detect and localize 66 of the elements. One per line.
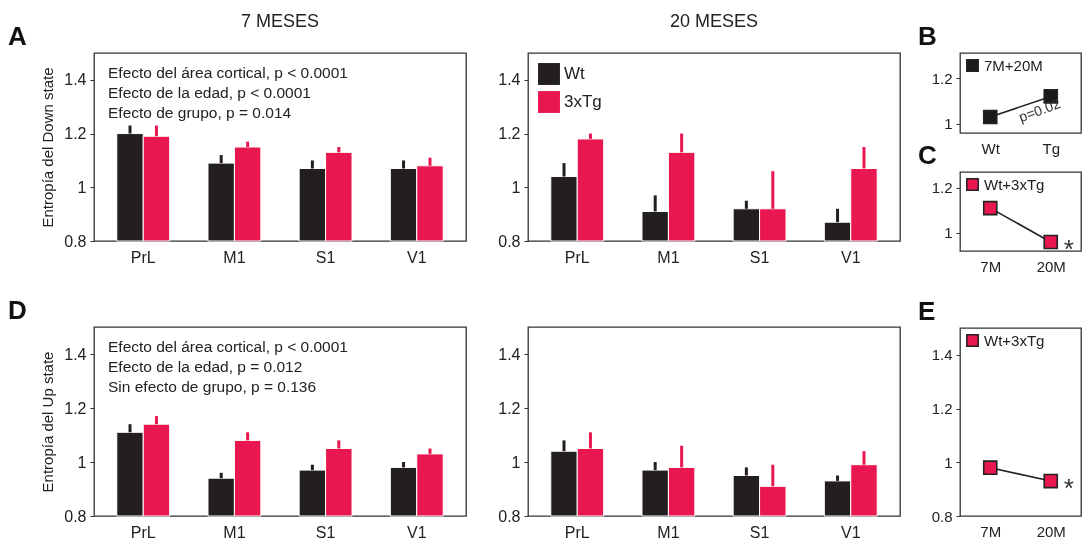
y-tick-label: 1.2 — [64, 125, 87, 143]
y-tick-label: 1 — [511, 178, 521, 196]
y-tick-label: 1 — [944, 453, 953, 471]
y-tick-label: 1 — [944, 224, 953, 242]
x-tick-label: M1 — [657, 248, 680, 266]
legend-label: Wt+3xTg — [984, 331, 1045, 349]
x-tick-label: S1 — [749, 248, 770, 266]
annotation: Efecto del área cortical, p < 0.0001 — [108, 64, 348, 81]
x-tick-label: PrL — [130, 248, 156, 266]
y-tick-label: 0.8 — [931, 507, 953, 525]
y-tick-label: 1.4 — [64, 345, 87, 363]
text: C — [918, 140, 937, 170]
y-tick-label: 0.8 — [64, 507, 87, 525]
y-tick-label: 1 — [77, 178, 87, 196]
x-tick-label: 20M — [1036, 522, 1066, 540]
y-axis-title: Entropía del Down state — [39, 67, 57, 228]
x-tick-label: S1 — [749, 523, 770, 541]
y-tick-label: 1 — [511, 453, 521, 471]
x-tick-label: M1 — [223, 248, 246, 266]
y-axis-title: Entropía del Up state — [39, 351, 57, 493]
y-tick-label: 1.2 — [931, 179, 953, 197]
legend-label: 7M+20M — [984, 56, 1043, 74]
x-tick-label: 7M — [980, 522, 1002, 540]
x-tick-label: PrL — [564, 523, 590, 541]
x-tick-label: S1 — [315, 248, 336, 266]
x-tick-label: V1 — [840, 523, 861, 541]
annotation: Efecto de la edad, p = 0.012 — [108, 358, 303, 375]
annotation: Sin efecto de grupo, p = 0.136 — [108, 378, 317, 395]
x-tick-label: 20M — [1036, 257, 1066, 275]
x-tick-label: M1 — [657, 523, 680, 541]
x-tick-label: PrL — [130, 523, 156, 541]
annotation: Efecto de grupo, p = 0.014 — [108, 104, 292, 121]
annotation: Efecto del área cortical, p < 0.0001 — [108, 338, 348, 355]
y-tick-label: 1.2 — [64, 399, 87, 417]
x-tick-label: V1 — [840, 248, 861, 266]
text: E — [918, 296, 936, 326]
x-tick-label: PrL — [564, 248, 590, 266]
legend-label: Wt — [564, 64, 586, 83]
y-tick-label: 1.4 — [498, 71, 521, 89]
y-tick-label: 1 — [944, 115, 953, 133]
annotation: Efecto de la edad, p < 0.0001 — [108, 84, 311, 101]
text: B — [918, 21, 937, 51]
annotation: * — [1063, 473, 1074, 504]
x-tick-label: 7M — [980, 257, 1002, 275]
x-tick-label: V1 — [406, 248, 427, 266]
chart-title: 7 MESES — [240, 11, 320, 31]
y-tick-label: 1.4 — [931, 346, 953, 364]
y-tick-label: 1.4 — [498, 345, 521, 363]
y-tick-label: 1 — [77, 453, 87, 471]
x-tick-label: S1 — [315, 523, 336, 541]
y-tick-label: 1.2 — [931, 69, 953, 87]
y-tick-label: 1.2 — [498, 399, 521, 417]
legend-label: 3xTg — [564, 92, 602, 111]
y-tick-label: 0.8 — [498, 507, 521, 525]
y-tick-label: 1.4 — [64, 71, 87, 89]
x-tick-label: Tg — [1042, 139, 1061, 157]
chart-title: 20 MESES — [669, 11, 759, 31]
y-tick-label: 1.2 — [931, 400, 953, 418]
legend-label: Wt+3xTg — [984, 175, 1045, 193]
y-tick-label: 0.8 — [64, 232, 87, 250]
y-tick-label: 1.2 — [498, 125, 521, 143]
text: A — [8, 21, 27, 51]
y-tick-label: 0.8 — [498, 232, 521, 250]
x-tick-label: V1 — [406, 523, 427, 541]
x-tick-label: M1 — [223, 523, 246, 541]
text: D — [8, 295, 27, 325]
